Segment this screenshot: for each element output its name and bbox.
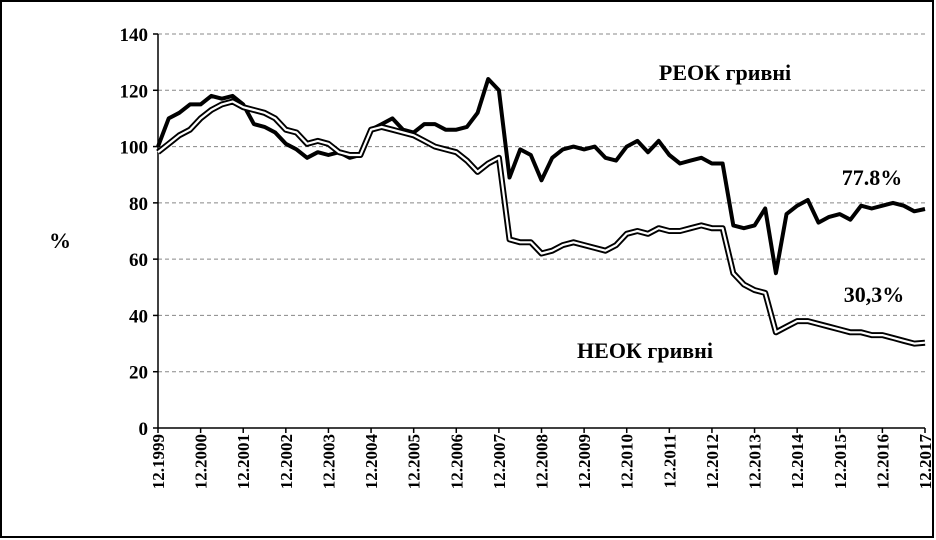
- x-tick-label: 12.2013: [746, 434, 765, 489]
- x-tick-label: 12.2005: [405, 434, 424, 489]
- x-tick-label: 12.2007: [490, 434, 509, 490]
- x-tick-label: 12.2002: [277, 434, 296, 489]
- x-tick-label: 12.2009: [575, 434, 594, 489]
- annotation: НЕОК гривні: [577, 338, 713, 363]
- x-tick-label: 12.2008: [533, 434, 552, 489]
- y-tick-label: 120: [120, 81, 149, 102]
- x-tick-label: 12.2017: [916, 434, 935, 490]
- x-tick-label: 12.2001: [234, 434, 253, 489]
- x-tick-label: 12.2003: [319, 434, 338, 489]
- series-line: [156, 77, 926, 276]
- x-tick-label: 12.2010: [618, 434, 637, 489]
- x-tick-label: 12.2016: [873, 434, 892, 489]
- x-tick-label: 12.2011: [660, 434, 679, 488]
- y-tick-label: 40: [129, 306, 148, 327]
- y-tick-label: 80: [129, 194, 148, 215]
- y-tick-label: 0: [139, 419, 149, 440]
- annotation: 30,3%: [844, 282, 905, 307]
- series-line: [156, 98, 926, 347]
- x-tick-label: 12.1999: [149, 434, 168, 489]
- y-tick-label: 60: [129, 250, 148, 271]
- annotation: РЕОК гривні: [659, 60, 791, 85]
- y-axis-label: %: [49, 228, 71, 253]
- x-tick-label: 12.2006: [447, 434, 466, 489]
- x-tick-label: 12.2004: [362, 434, 381, 490]
- x-tick-label: 12.2015: [831, 434, 850, 489]
- x-tick-label: 12.2012: [703, 434, 722, 489]
- x-tick-label: 12.2014: [788, 434, 807, 490]
- y-tick-label: 140: [120, 25, 149, 46]
- y-tick-label: 100: [120, 138, 149, 159]
- annotation: 77.8%: [842, 165, 903, 190]
- x-tick-label: 12.2000: [192, 434, 211, 489]
- series-line-inner: [157, 100, 926, 345]
- y-tick-label: 20: [129, 363, 148, 384]
